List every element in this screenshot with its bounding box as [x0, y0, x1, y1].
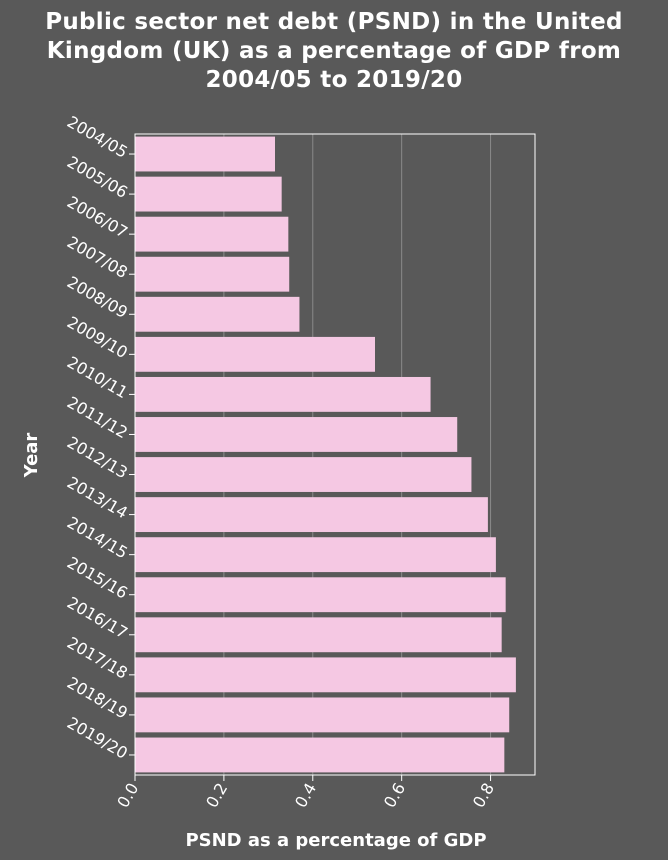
y-axis-label: Year [21, 433, 42, 479]
x-axis-label: PSND as a percentage of GDP [185, 830, 486, 851]
chart-title: Public sector net debt (PSND) in the Uni… [0, 8, 668, 95]
plot-frame [134, 133, 536, 776]
y-axis-ticks: 2004/052005/062006/072007/082008/092009/… [64, 112, 135, 763]
bar-2010-11 [135, 376, 431, 412]
bar-2018-19 [135, 697, 510, 733]
x-tick-label: 0.2 [202, 780, 231, 812]
x-tick-label: 0.4 [291, 780, 320, 812]
bars [135, 136, 516, 773]
x-tick-label: 0.0 [113, 780, 142, 812]
bar-2008-09 [135, 296, 300, 332]
x-tick-label: 0.6 [380, 780, 409, 812]
bar-2015-16 [135, 577, 506, 613]
bar-2012-13 [135, 457, 472, 492]
bar-2004-05 [135, 136, 275, 172]
bar-2013-14 [135, 497, 488, 533]
bar-2011-12 [135, 417, 458, 452]
chart-title-line-1: Public sector net debt (PSND) in the Uni… [45, 9, 623, 35]
bar-2016-17 [135, 617, 502, 653]
bar-2006-07 [135, 216, 289, 252]
bar-2019-20 [135, 737, 505, 773]
chart-title-line-2: Kingdom (UK) as a percentage of GDP from [46, 38, 622, 64]
bar-2005-06 [135, 176, 282, 212]
bar-2007-08 [135, 256, 290, 292]
bar-2017-18 [135, 657, 516, 693]
bar-2009-10 [135, 336, 375, 372]
chart-title-line-3: 2004/05 to 2019/20 [205, 67, 463, 93]
x-tick-label: 0.8 [469, 780, 498, 812]
x-axis-ticks: 0.0 0.2 0.4 0.6 0.8 [113, 775, 498, 811]
bar-2014-15 [135, 537, 496, 573]
